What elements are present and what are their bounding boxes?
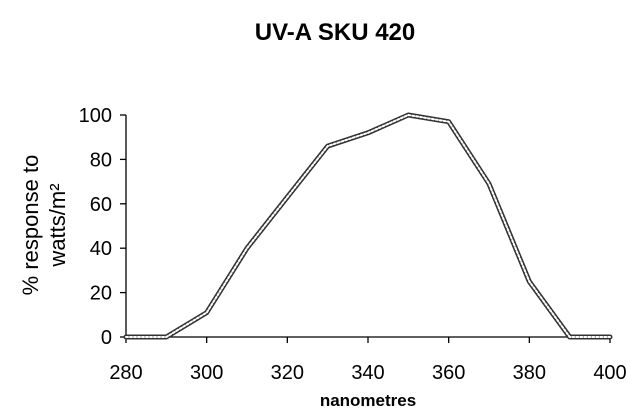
y-axis-title-line-1: % response to — [18, 155, 43, 296]
x-tick-label: 320 — [271, 362, 304, 384]
ticks: 0 20 40 60 80 100 280 300 320 340 360 380 400 — [79, 105, 627, 384]
x-tick-label: 400 — [593, 362, 626, 384]
series-layer — [123, 112, 613, 340]
y-tick-label: 0 — [101, 327, 112, 349]
y-tick-label: 20 — [90, 283, 112, 305]
x-tick-label: 340 — [351, 362, 384, 384]
x-tick-label: 360 — [432, 362, 465, 384]
series-line-highlight — [125, 114, 611, 338]
x-axis-title: nanometres — [320, 391, 416, 410]
axes — [125, 115, 610, 338]
series-line — [123, 112, 613, 340]
y-tick-label: 40 — [90, 238, 112, 260]
y-tick-label: 60 — [90, 194, 112, 216]
x-tick-label: 280 — [109, 362, 142, 384]
x-tick-label: 300 — [190, 362, 223, 384]
chart-title: UV-A SKU 420 — [255, 19, 416, 46]
y-axis-title-line-2: watts/m² — [45, 183, 70, 267]
y-tick-label: 100 — [79, 105, 112, 127]
y-tick-label: 80 — [90, 149, 112, 171]
y-axis-title: % response to watts/m² — [18, 155, 70, 296]
x-tick-label: 380 — [513, 362, 546, 384]
